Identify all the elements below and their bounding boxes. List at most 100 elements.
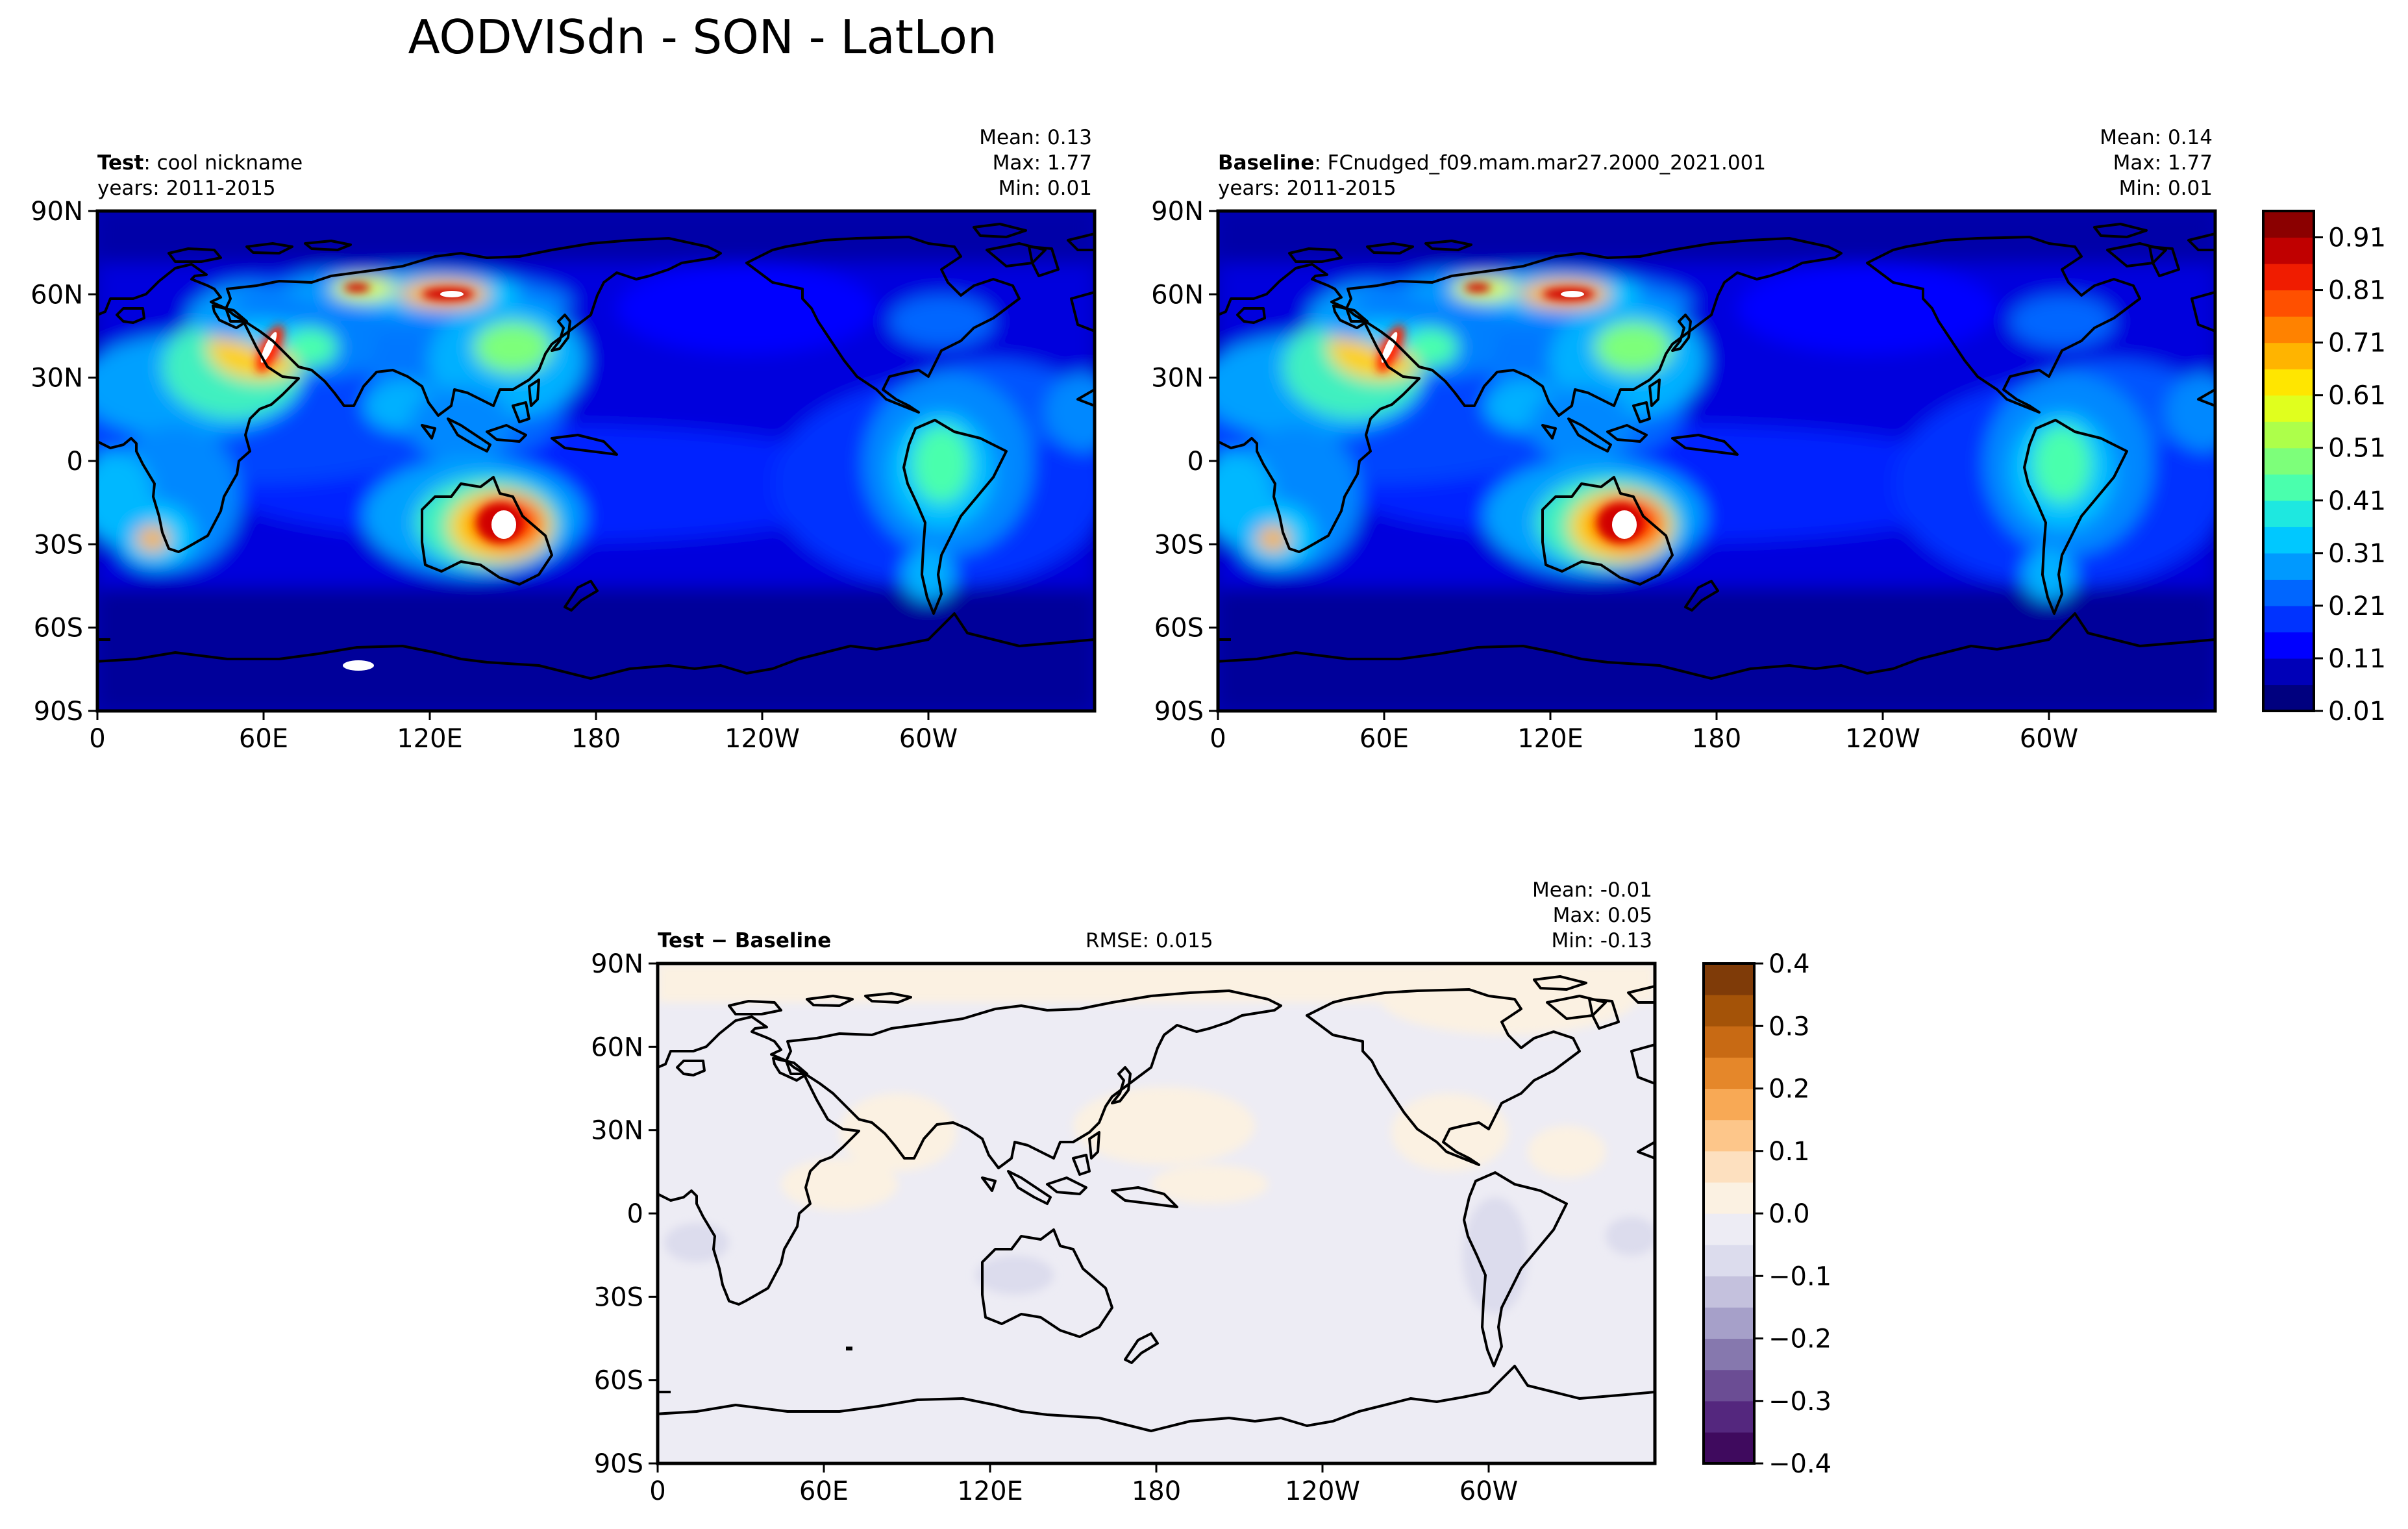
- y-tick-label: 60N: [591, 1032, 643, 1062]
- colorbar-tick-label: −0.2: [1769, 1324, 1831, 1354]
- panel-baseline-min: Min: 0.01: [2119, 177, 2213, 200]
- colorbar-swatch: [1704, 1088, 1754, 1121]
- colorbar-swatch: [2263, 684, 2314, 712]
- y-tick-label: 0: [67, 447, 83, 477]
- panel-diff-axes: 0 60E 120E 180 120W 60W 90N 60N 30N 0 30S 60S 90S: [591, 949, 1518, 1506]
- colorbar-swatch: [2263, 553, 2314, 580]
- x-tick-label: 0: [89, 724, 105, 754]
- colorbar-tick-label: 0.1: [1769, 1137, 1810, 1167]
- x-tick-label: 60W: [899, 724, 958, 754]
- panel-test-map: [97, 211, 1095, 711]
- colorbar-swatch: [1704, 1307, 1754, 1339]
- colorbar-swatch: [2263, 290, 2314, 317]
- colorbar-tick-label: 0.21: [2328, 591, 2386, 621]
- colorbar-swatch: [2263, 658, 2314, 686]
- x-tick-label: 120E: [957, 1476, 1023, 1506]
- colorbar-tick-label: 0.81: [2328, 276, 2386, 306]
- colorbar-tick-label: 0.91: [2328, 223, 2386, 253]
- panel-baseline-years: years: 2011-2015: [1218, 177, 1396, 200]
- colorbar-tick-label: 0.11: [2328, 644, 2386, 674]
- panel-test-axes: 0 60E 120E 180 120W 60W 90N 60N 30N 0 30S 60S 90S: [31, 197, 958, 754]
- colorbar-swatch: [1704, 1400, 1754, 1433]
- y-tick-label: 30S: [34, 530, 83, 560]
- x-tick-label: 0: [1210, 724, 1226, 754]
- y-tick-label: 30N: [31, 364, 83, 393]
- colorbar-swatch: [2263, 342, 2314, 369]
- y-tick-label: 0: [1187, 447, 1204, 477]
- colorbar-swatch: [1704, 1338, 1754, 1371]
- x-tick-label: 60E: [1359, 724, 1409, 754]
- y-tick-label: 90S: [594, 1449, 643, 1479]
- x-tick-label: 120W: [725, 724, 800, 754]
- y-tick-label: 30S: [1154, 530, 1204, 560]
- y-tick-label: 30N: [1151, 364, 1204, 393]
- panel-test-mean: Mean: 0.13: [979, 126, 1092, 149]
- x-tick-label: 0: [649, 1476, 665, 1506]
- y-tick-label: 90N: [31, 197, 83, 227]
- colorbar-tick-label: 0.71: [2328, 329, 2386, 358]
- colorbar-swatch: [1704, 1026, 1754, 1058]
- figure-title: AODVISdn - SON - LatLon: [408, 10, 997, 64]
- y-tick-label: 60N: [31, 280, 83, 310]
- colorbar-swatch: [1704, 1369, 1754, 1402]
- colorbar-swatch: [2263, 579, 2314, 606]
- panel-diff-mean: Mean: -0.01: [1532, 878, 1652, 902]
- panel-test: Test: cool nickname years: 2011-2015 Mea…: [31, 126, 1097, 754]
- y-tick-label: 30N: [591, 1116, 643, 1146]
- panel-baseline-label: Baseline: FCnudged_f09.mam.mar27.2000_20…: [1218, 151, 1766, 175]
- colorbar-tick-label: −0.4: [1769, 1449, 1831, 1479]
- panel-diff: Test − Baseline RMSE: 0.015 Mean: -0.01 …: [591, 878, 1657, 1506]
- y-tick-label: 0: [627, 1199, 643, 1229]
- y-tick-label: 90N: [1151, 197, 1204, 227]
- colorbar-swatch: [1704, 1432, 1754, 1464]
- x-tick-label: 180: [1692, 724, 1741, 754]
- panel-test-label: Test: cool nickname: [97, 151, 303, 175]
- panel-baseline-axes: 0 60E 120E 180 120W 60W 90N 60N 30N 0 30S 60S 90S: [1151, 197, 2078, 754]
- colorbar-swatch: [1704, 1245, 1754, 1276]
- x-tick-label: 180: [571, 724, 621, 754]
- colorbar-tick-label: 0.61: [2328, 381, 2386, 411]
- colorbar-swatch: [2263, 474, 2314, 501]
- colorbar-swatch: [2263, 264, 2314, 291]
- colorbar-swatch: [2263, 237, 2314, 264]
- x-tick-label: 120E: [1517, 724, 1583, 754]
- colorbar-swatch: [1704, 1213, 1754, 1245]
- colorbar-swatch: [2263, 527, 2314, 554]
- colorbar-tick-label: 0.3: [1769, 1012, 1810, 1041]
- colorbar-aod: 0.91 0.81 0.71 0.61 0.51 0.41 0.31 0.21 0.11 0.01: [2262, 210, 2386, 727]
- y-tick-label: 60S: [594, 1366, 643, 1396]
- panel-diff-rmse: RMSE: 0.015: [1086, 929, 1213, 952]
- x-tick-label: 60E: [799, 1476, 849, 1506]
- y-tick-label: 60S: [34, 614, 83, 643]
- colorbar-swatch: [1704, 1182, 1754, 1214]
- colorbar-swatch: [1704, 1119, 1754, 1152]
- colorbar-swatch: [2263, 605, 2314, 633]
- panel-test-min: Min: 0.01: [999, 177, 1092, 200]
- colorbar-swatch: [2263, 421, 2314, 449]
- colorbar-swatch: [2263, 369, 2314, 396]
- panel-test-max: Max: 1.77: [993, 151, 1092, 175]
- panel-test-years: years: 2011-2015: [97, 177, 276, 200]
- colorbar-swatch: [2263, 447, 2314, 475]
- colorbar-tick-label: 0.51: [2328, 434, 2386, 464]
- panel-baseline-mean: Mean: 0.14: [2100, 126, 2213, 149]
- colorbar-swatch: [2263, 211, 2314, 238]
- x-tick-label: 120W: [1285, 1476, 1360, 1506]
- x-tick-label: 120W: [1845, 724, 1920, 754]
- x-tick-label: 120E: [397, 724, 463, 754]
- colorbar-swatch: [1704, 1276, 1754, 1308]
- colorbar-swatch: [1704, 995, 1754, 1026]
- panel-baseline: Baseline: FCnudged_f09.mam.mar27.2000_20…: [1151, 126, 2217, 754]
- colorbar-swatch: [2263, 316, 2314, 343]
- colorbar-diff: 0.4 0.3 0.2 0.1 0.0 −0.1 −0.2 −0.3 −0.4: [1702, 949, 1831, 1479]
- colorbar-tick-label: −0.3: [1769, 1387, 1831, 1417]
- colorbar-swatch: [2263, 395, 2314, 422]
- colorbar-tick-label: 0.41: [2328, 486, 2386, 516]
- y-tick-label: 60N: [1151, 280, 1204, 310]
- panel-diff-map: [658, 957, 1655, 1463]
- y-tick-label: 90S: [34, 697, 83, 727]
- x-tick-label: 60W: [2020, 724, 2078, 754]
- colorbar-tick-label: 0.31: [2328, 539, 2386, 569]
- colorbar-swatch: [1704, 1150, 1754, 1183]
